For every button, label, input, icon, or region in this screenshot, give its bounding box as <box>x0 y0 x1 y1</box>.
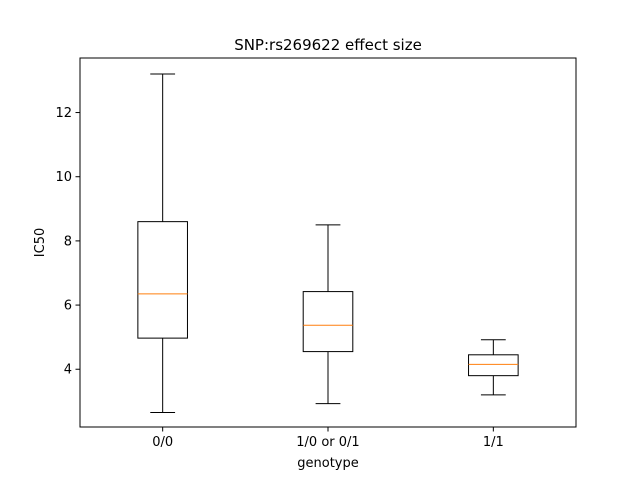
y-tick-label: 4 <box>64 363 72 378</box>
y-tick-label: 8 <box>64 234 72 249</box>
x-tick-label: 1/0 or 0/1 <box>296 435 359 450</box>
y-tick-label: 6 <box>64 299 72 314</box>
box-1 <box>137 73 188 414</box>
y-axis-label: IC50 <box>33 228 48 257</box>
box-3 <box>468 339 519 396</box>
y-tick-label: 12 <box>55 106 72 121</box>
iqr-box <box>468 354 519 377</box>
iqr-box <box>137 221 188 339</box>
x-axis: 0/0 1/0 or 0/1 1/1 <box>152 427 504 450</box>
iqr-box <box>302 291 354 353</box>
y-tick-label: 10 <box>55 170 72 185</box>
x-axis-label: genotype <box>297 456 358 471</box>
chart-title: SNP:rs269622 effect size <box>234 36 422 54</box>
x-tick-label: 0/0 <box>152 435 173 450</box>
x-tick-label: 1/1 <box>483 435 504 450</box>
y-axis: 4 6 8 10 12 <box>55 106 80 378</box>
plot-area <box>137 73 519 414</box>
box-2 <box>302 224 354 405</box>
